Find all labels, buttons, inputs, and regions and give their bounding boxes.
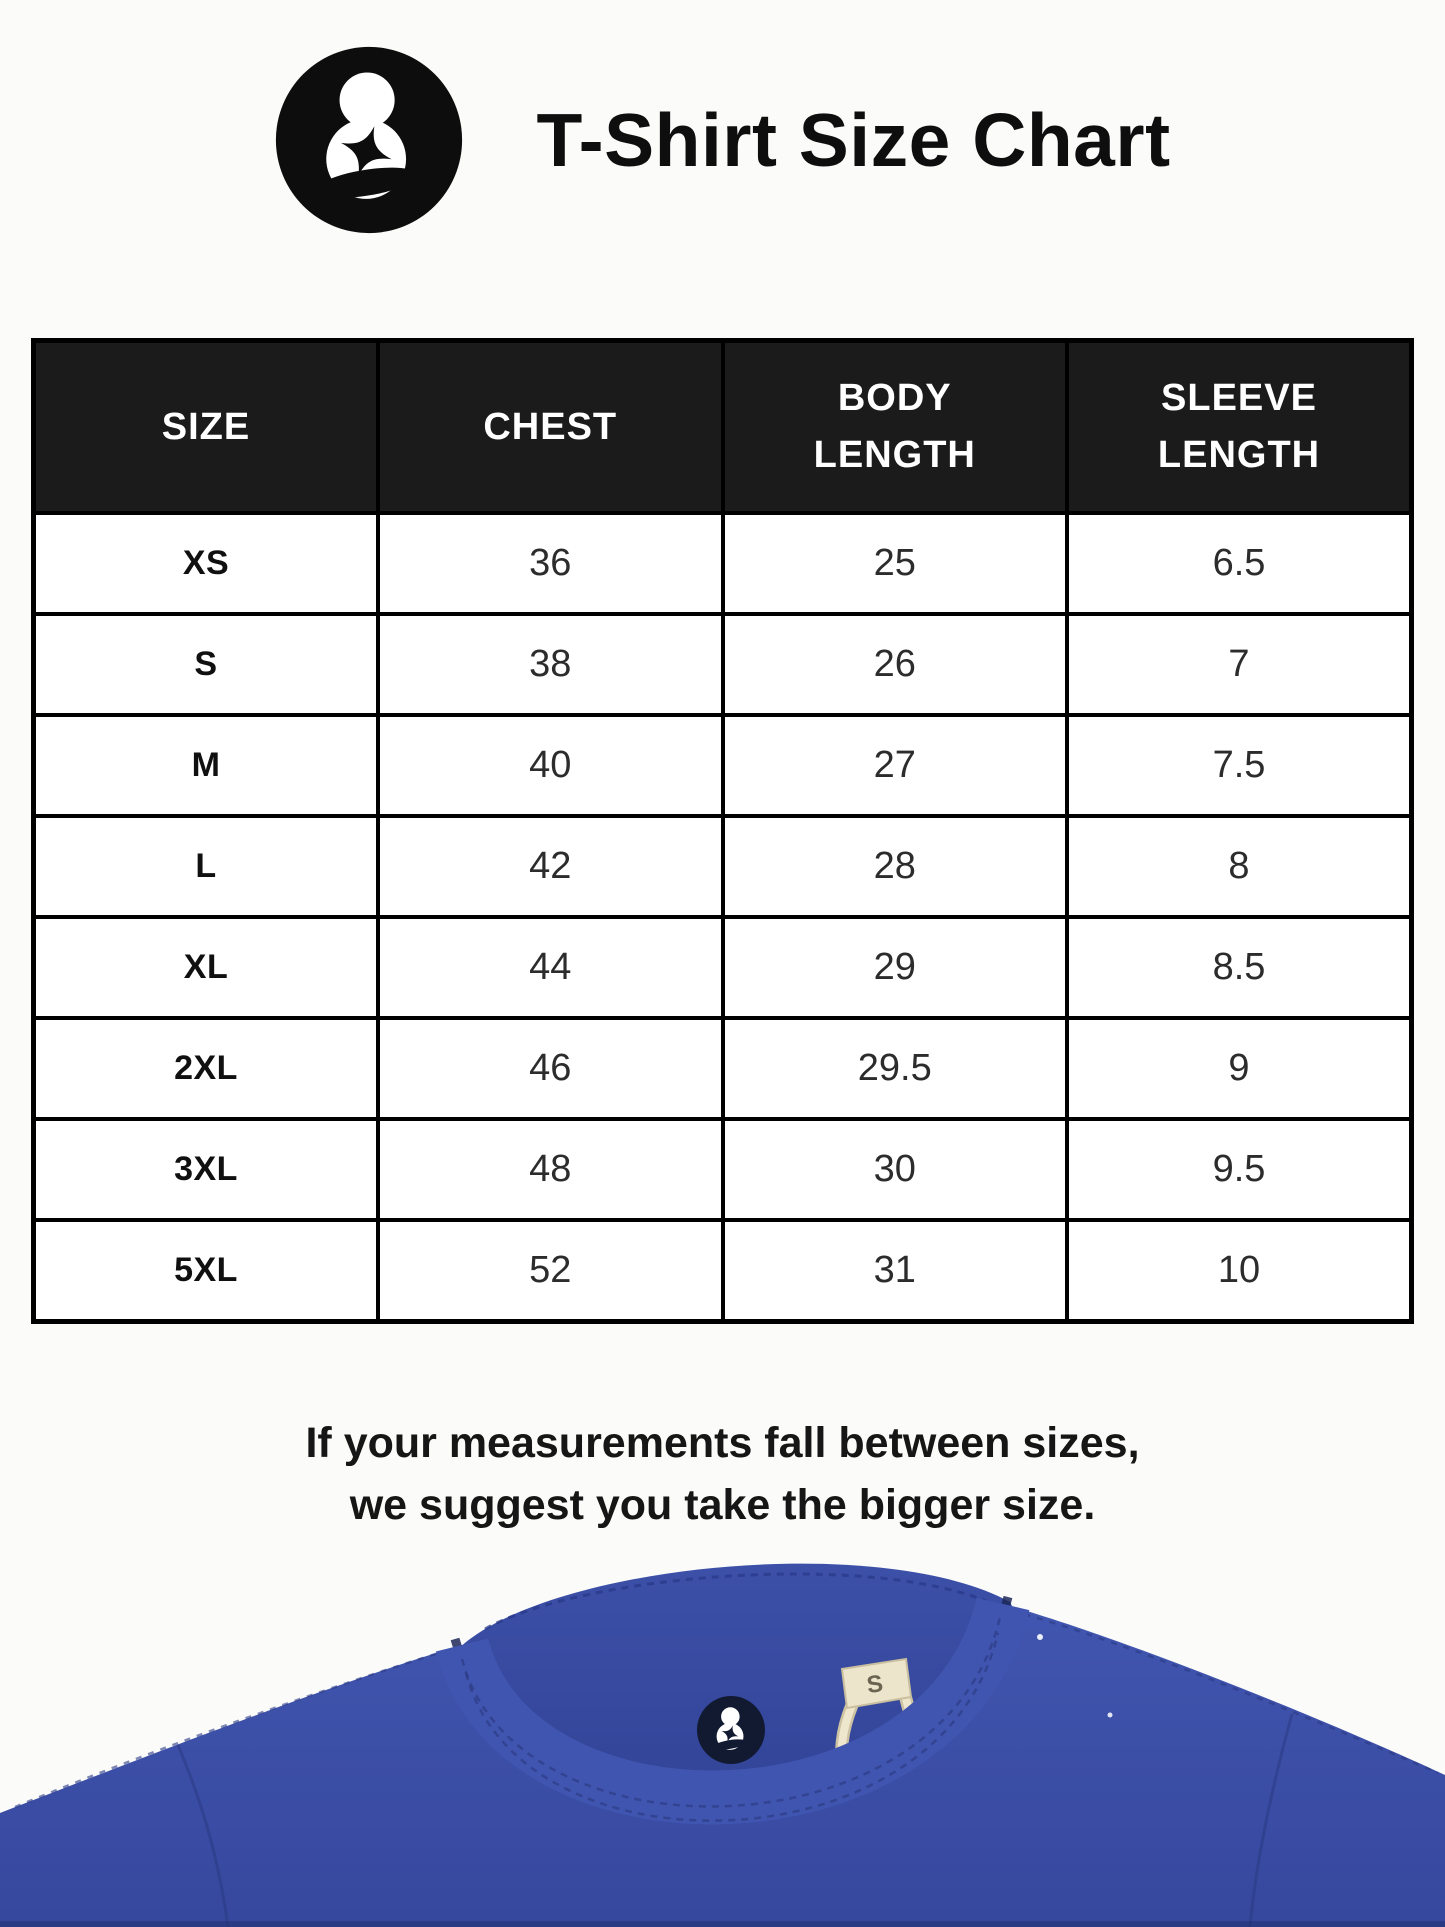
- size-cell: 5XL: [31, 1218, 380, 1324]
- column-header-size: SIZE: [31, 338, 380, 515]
- sleeve-length-cell: 6.5: [1065, 511, 1414, 616]
- sleeve-length-cell: 7.5: [1065, 713, 1414, 818]
- sizing-note-line1: If your measurements fall between sizes,: [305, 1419, 1140, 1467]
- chest-cell: 38: [376, 612, 725, 717]
- body-length-cell: 25: [720, 511, 1069, 616]
- chest-cell: 40: [376, 713, 725, 818]
- brand-logo-icon: [276, 46, 463, 234]
- sleeve-length-cell: 7: [1065, 612, 1414, 717]
- body-length-cell: 29.5: [720, 1016, 1069, 1121]
- size-cell: L: [31, 814, 380, 919]
- column-header-sleeve-length: SLEEVE LENGTH: [1065, 338, 1414, 515]
- sizing-note-line2: we suggest you take the bigger size.: [349, 1481, 1096, 1530]
- sizing-note: If your measurements fall between sizes,…: [0, 1412, 1445, 1537]
- chest-cell: 36: [376, 511, 725, 616]
- page-title: T-Shirt Size Chart: [536, 98, 1171, 182]
- chest-cell: 46: [376, 1016, 725, 1121]
- chest-cell: 44: [376, 915, 725, 1020]
- collar-band: [435, 1595, 1030, 1825]
- table-row: M 40 27 7.5: [31, 713, 1414, 818]
- table-row: L 42 28 8: [31, 814, 1414, 919]
- chest-cell: 48: [376, 1117, 725, 1222]
- sleeve-length-cell: 9.5: [1065, 1117, 1414, 1222]
- column-header-body-length: BODY LENGTH: [720, 338, 1069, 515]
- size-cell: XL: [31, 915, 380, 1020]
- body-length-cell: 30: [720, 1117, 1069, 1222]
- size-cell: XS: [31, 511, 380, 616]
- collar-label: [697, 1696, 765, 1764]
- chest-cell: 42: [376, 814, 725, 919]
- tag-size-text: S: [865, 1670, 885, 1699]
- size-cell: S: [31, 612, 380, 717]
- size-chart: SIZE CHEST BODY LENGTH SLEEVE LENGTH XS …: [31, 338, 1414, 1324]
- size-cell: 3XL: [31, 1117, 380, 1222]
- body-length-cell: 28: [720, 814, 1069, 919]
- body-length-cell: 29: [720, 915, 1069, 1020]
- table-row: 3XL 48 30 9.5: [31, 1117, 1414, 1222]
- sleeve-length-cell: 8: [1065, 814, 1414, 919]
- body-length-cell: 27: [720, 713, 1069, 818]
- page-header: T-Shirt Size Chart: [0, 0, 1445, 238]
- sleeve-length-cell: 10: [1065, 1218, 1414, 1324]
- table-row: 2XL 46 29.5 9: [31, 1016, 1414, 1121]
- table-row: XL 44 29 8.5: [31, 915, 1414, 1020]
- photo-bottom-edge: [0, 1921, 1445, 1927]
- table-row: S 38 26 7: [31, 612, 1414, 717]
- sleeve-length-cell: 8.5: [1065, 915, 1414, 1020]
- table-row: XS 36 25 6.5: [31, 511, 1414, 616]
- header-row: SIZE CHEST BODY LENGTH SLEEVE LENGTH: [31, 338, 1414, 515]
- sleeve-length-cell: 9: [1065, 1016, 1414, 1121]
- chest-cell: 52: [376, 1218, 725, 1324]
- shirt-body: [0, 1604, 1445, 1927]
- size-cell: 2XL: [31, 1016, 380, 1121]
- body-length-cell: 31: [720, 1218, 1069, 1324]
- column-header-chest: CHEST: [376, 338, 725, 515]
- size-chart-table: SIZE CHEST BODY LENGTH SLEEVE LENGTH XS …: [31, 338, 1414, 1324]
- size-cell: M: [31, 713, 380, 818]
- tshirt-collar-photo: S: [0, 1563, 1445, 1927]
- body-length-cell: 26: [720, 612, 1069, 717]
- table-row: 5XL 52 31 10: [31, 1218, 1414, 1324]
